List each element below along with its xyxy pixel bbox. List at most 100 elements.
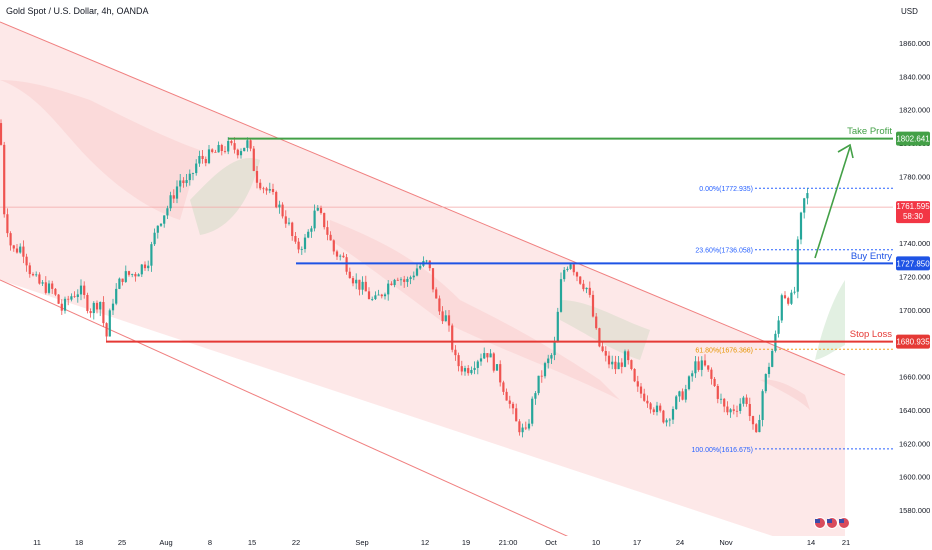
price-tick-label: 1640.000	[899, 406, 930, 415]
candle-body	[217, 144, 220, 153]
candle-body	[806, 193, 809, 199]
candle-body	[291, 222, 294, 237]
candle-body	[569, 264, 572, 269]
candle-body	[492, 353, 495, 371]
candle-body	[489, 353, 492, 358]
candle-body	[345, 257, 348, 272]
candle-body	[403, 279, 406, 282]
candle-body	[700, 360, 703, 370]
candle-body	[473, 367, 476, 370]
take-profit-price-badge: 1802.641	[896, 131, 930, 146]
candle-body	[316, 207, 319, 211]
time-tick-label: 17	[633, 538, 641, 547]
svg-text:58:30: 58:30	[903, 212, 924, 221]
candle-body	[300, 249, 303, 250]
take-profit-label: Take Profit	[847, 126, 892, 137]
candle-body	[671, 409, 675, 420]
candle-body	[265, 188, 268, 191]
candle-body	[739, 403, 742, 411]
candle-body	[767, 366, 771, 375]
candle-body	[303, 237, 307, 250]
candle-body	[63, 298, 67, 311]
candle-body	[246, 140, 249, 148]
fib-level-label: 61.80%(1676.366)	[695, 347, 753, 354]
candle-body	[556, 311, 559, 343]
candle-body	[329, 234, 332, 241]
time-tick-label: 14	[807, 538, 815, 547]
chart-title: Gold Spot / U.S. Dollar, 4h, OANDA	[6, 6, 149, 16]
buy-entry-price-badge: 1727.850	[896, 256, 930, 271]
candle-body	[515, 408, 518, 422]
candle-body	[633, 369, 636, 382]
candle-body	[771, 350, 774, 367]
candle-body	[790, 292, 793, 304]
cloud-region	[190, 158, 260, 235]
candle-body	[531, 398, 534, 424]
candle-body	[540, 375, 543, 377]
time-tick-label: 18	[75, 538, 83, 547]
candle-body	[457, 355, 460, 367]
candle-body	[521, 427, 524, 433]
candle-body	[697, 361, 700, 370]
candle-body	[281, 204, 284, 217]
candle-body	[636, 381, 639, 387]
candle-body	[508, 400, 511, 404]
candle-body	[598, 328, 601, 347]
time-tick-label: 21	[842, 538, 850, 547]
candle-body	[326, 227, 329, 235]
candle-body	[787, 298, 790, 304]
candle-body	[444, 315, 447, 322]
candle-body	[351, 278, 355, 284]
candle-body	[684, 389, 687, 400]
candle-body	[236, 149, 239, 156]
candle-body	[111, 303, 115, 311]
candle-body	[713, 378, 716, 386]
candle-body	[543, 363, 547, 377]
candle-body	[204, 158, 207, 164]
candle-body	[22, 246, 25, 257]
candle-body	[207, 149, 211, 164]
candle-body	[47, 283, 51, 293]
fib-level-label: 100.00%(1616.675)	[692, 447, 754, 454]
candle-body	[214, 151, 217, 153]
candle-body	[735, 410, 739, 412]
candle-body	[147, 265, 150, 269]
candle-body	[643, 393, 646, 401]
candle-body	[585, 287, 588, 290]
candle-body	[611, 361, 614, 365]
candle-body	[527, 423, 531, 429]
candle-body	[342, 255, 345, 258]
candle-body	[383, 294, 387, 297]
fibonacci-levels: 0.00%(1772.935) 23.60%(1736.058) 61.80%(16…	[692, 186, 893, 454]
time-tick-label: Nov	[719, 538, 733, 547]
candle-body	[380, 294, 383, 297]
candle-body	[607, 355, 611, 365]
candle-body	[41, 282, 44, 284]
candle-body	[195, 163, 198, 174]
candle-body	[153, 232, 156, 245]
price-tick-label: 1860.000	[899, 39, 930, 48]
candle-body	[796, 239, 799, 292]
candle-body	[691, 373, 694, 377]
svg-text:1761.595: 1761.595	[896, 202, 930, 211]
candle-body	[102, 301, 105, 324]
time-tick-label: 25	[118, 538, 126, 547]
candle-body	[409, 277, 412, 279]
candle-body	[19, 246, 22, 253]
cloud-region	[560, 300, 650, 360]
candle-body	[639, 386, 643, 394]
time-axis[interactable]	[0, 536, 893, 550]
price-tick-label: 1660.000	[899, 373, 930, 382]
price-tick-label: 1820.000	[899, 106, 930, 115]
candle-body	[76, 294, 79, 297]
candle-body	[105, 323, 108, 337]
candle-body	[406, 278, 409, 282]
candle-body	[172, 195, 175, 199]
candle-body	[675, 396, 678, 410]
event-flags[interactable]	[814, 517, 850, 529]
candle-body	[57, 294, 60, 304]
time-tick-label: Aug	[159, 538, 172, 547]
candle-body	[518, 421, 521, 433]
price-tick-label: 1740.000	[899, 239, 930, 248]
